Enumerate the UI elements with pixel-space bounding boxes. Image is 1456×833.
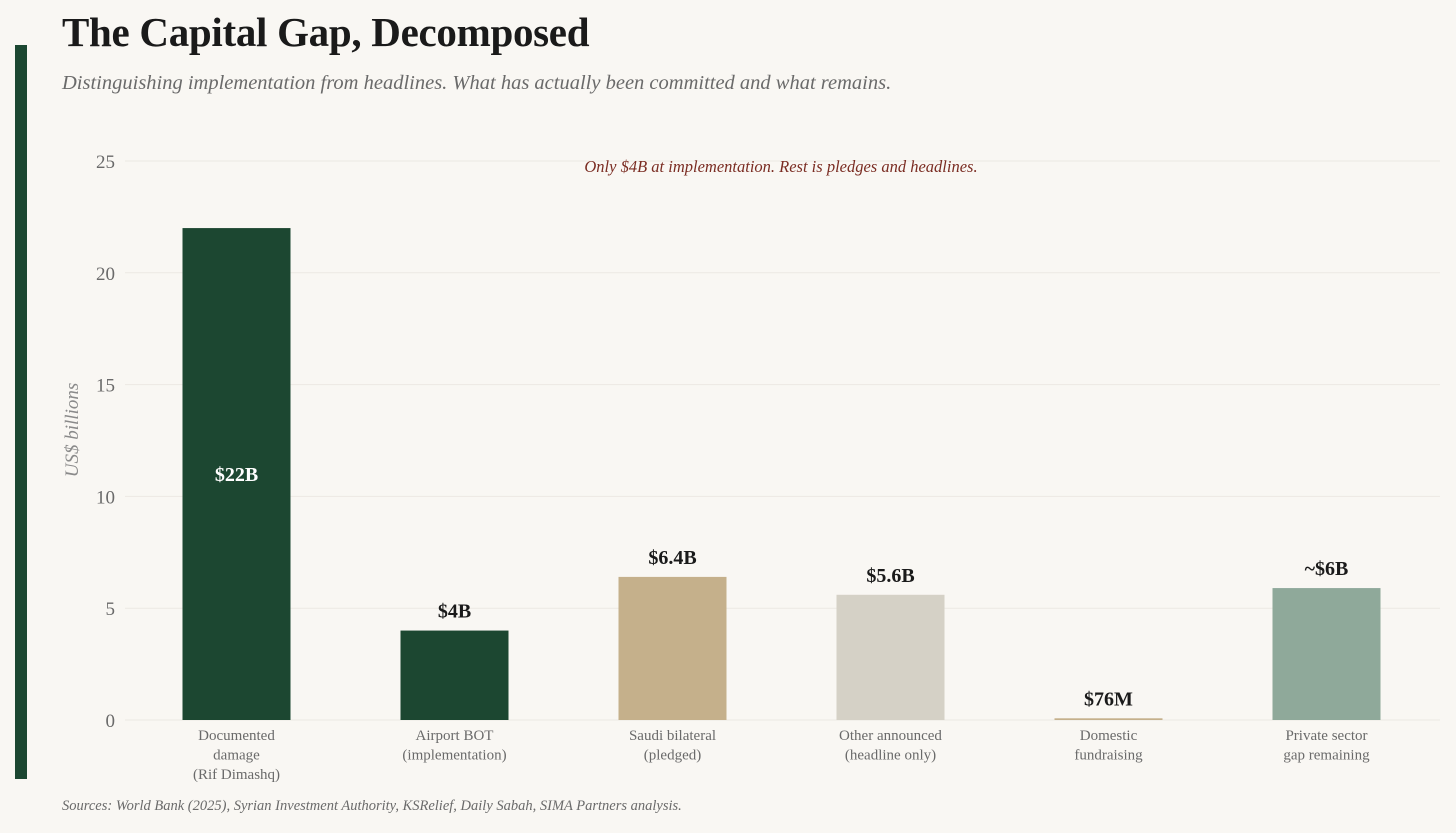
bar-value-label: $4B xyxy=(438,601,471,623)
x-category-label-line: (headline only) xyxy=(845,748,936,764)
x-category-label: Documented damage (Rif Dimashq) xyxy=(193,728,280,783)
bar xyxy=(618,576,727,720)
bar-value-label: ~$6B xyxy=(1305,558,1349,580)
x-category-label-line: (pledged) xyxy=(644,748,701,764)
x-category-label: Saudi bilateral (pledged) xyxy=(629,728,716,764)
grid-lines xyxy=(125,160,1440,721)
x-category-label-line: Documented xyxy=(198,728,275,744)
bar xyxy=(1272,588,1381,720)
y-tick-label: 20 xyxy=(96,264,115,285)
x-category-label-line: damage xyxy=(213,748,260,764)
y-tick-label: 25 xyxy=(96,152,115,173)
y-tick-label: 10 xyxy=(96,487,115,508)
bar-value-label: $76M xyxy=(1084,688,1133,710)
y-tick-label: 15 xyxy=(96,376,115,397)
y-axis-title: US$ billions xyxy=(62,383,83,477)
page-subtitle: Distinguishing implementation from headl… xyxy=(62,72,892,94)
category-labels: Documented damage (Rif Dimashq) Airport BOT… xyxy=(193,728,1370,783)
x-category-label-line: fundraising xyxy=(1074,748,1143,764)
x-category-label-line: Airport BOT xyxy=(416,728,494,744)
value-labels: $22B $4B $6.4B $5.6B $76M ~$6B xyxy=(215,464,1349,710)
x-category-label: Domestic fundraising xyxy=(1074,728,1143,764)
source-note: Sources: World Bank (2025), Syrian Inves… xyxy=(62,798,682,814)
bars xyxy=(182,228,1381,720)
x-category-label-line: (implementation) xyxy=(402,748,506,764)
y-tick-label: 0 xyxy=(106,711,116,732)
bar xyxy=(836,594,945,720)
x-category-label-line: Domestic xyxy=(1080,728,1138,744)
bar-value-label: $22B xyxy=(215,464,258,486)
x-category-label: Other announced (headline only) xyxy=(839,728,942,764)
x-category-label-line: Private sector xyxy=(1285,728,1367,744)
bar xyxy=(182,228,291,720)
x-category-label-line: Other announced xyxy=(839,728,942,744)
x-category-label-line: gap remaining xyxy=(1283,748,1370,764)
page-title: The Capital Gap, Decomposed xyxy=(62,9,590,55)
bar-value-label: $6.4B xyxy=(648,547,696,569)
y-tick-label: 5 xyxy=(106,599,116,620)
bar xyxy=(1054,718,1163,720)
bar xyxy=(400,630,509,720)
x-category-label: Airport BOT (implementation) xyxy=(402,728,506,764)
accent-bar xyxy=(15,45,27,779)
x-category-label-line: Saudi bilateral xyxy=(629,728,716,744)
x-category-label-line: (Rif Dimashq) xyxy=(193,767,280,783)
bar-value-label: $5.6B xyxy=(866,565,914,587)
y-axis-ticks: 0 5 10 15 20 25 xyxy=(96,152,115,732)
chart-annotation: Only $4B at implementation. Rest is pled… xyxy=(584,157,977,176)
x-category-label: Private sector gap remaining xyxy=(1283,728,1370,764)
